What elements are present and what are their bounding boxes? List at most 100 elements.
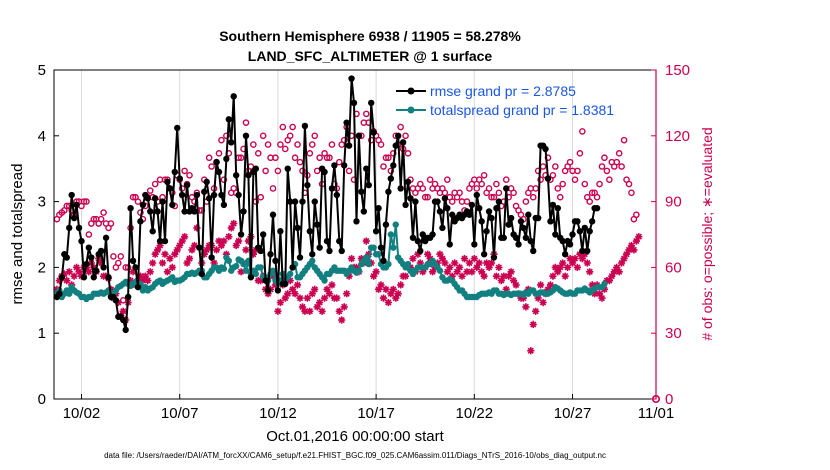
rmse-point [201,188,208,195]
rmse-point [264,287,272,294]
obs-possible-point [552,163,559,170]
obs-evaluated-point [394,290,402,298]
obs-possible-point [424,193,431,201]
rmse-point [520,224,527,232]
obs-evaluated-point [382,285,390,293]
obs-evaluated-point [345,272,353,280]
rmse-point [269,211,277,218]
obs-evaluated-point [595,290,604,298]
rmse-point [183,181,191,189]
obs-evaluated-point [372,268,380,276]
rmse-point [105,274,112,281]
rmse-point [259,231,267,238]
obs-evaluated-point [561,272,569,280]
obs-evaluated-point [90,263,98,271]
chart-title-line2: LAND_SFC_ALTIMETER @ 1 surface [248,48,493,64]
rmse-point [542,145,549,153]
obs-evaluated-point [600,285,608,293]
obs-possible-point [146,187,154,194]
rmse-point [407,195,414,202]
obs-possible-point [554,185,562,192]
x-tick-label: 10/07 [161,405,199,422]
obs-evaluated-point [73,263,81,271]
rmse-point [473,191,480,199]
rmse-point [363,165,370,172]
rmse-point [500,234,507,241]
rmse-point [429,231,436,238]
rmse-point [495,198,503,205]
rmse-point [127,204,134,212]
obs-possible-point [286,132,294,140]
obs-possible-point [490,193,498,201]
rmse-point [584,247,591,255]
obs-evaluated-point [289,285,297,293]
obs-evaluated-point [362,237,370,245]
rmse-point [527,237,534,245]
obs-evaluated-point [507,268,515,276]
obs-evaluated-point [544,285,552,293]
x-tick-label: 10/17 [357,405,395,422]
obs-evaluated-point [242,246,250,254]
obs-evaluated-point [502,285,510,293]
rmse-point [316,244,323,251]
obs-evaluated-point [144,277,152,285]
obs-possible-point [181,167,188,175]
obs-evaluated-point [615,268,623,276]
obs-evaluated-point [166,255,174,263]
obs-evaluated-point [173,246,181,254]
obs-evaluated-point [546,281,554,289]
rmse-point [225,116,233,123]
rmse-point [262,277,269,284]
obs-evaluated-point [468,268,476,276]
rmse-point [112,297,120,304]
obs-evaluated-point [154,246,162,254]
obs-evaluated-point [608,272,616,280]
rmse-point [338,247,345,255]
obs-possible-point [380,163,387,170]
totalspread-point [225,257,233,265]
obs-evaluated-point [473,263,481,271]
rmse-point [171,168,178,176]
rmse-point [395,132,402,139]
rmse-point [399,139,407,146]
plot-series [53,75,660,403]
rmse-point [552,231,559,238]
rmse-point [169,201,176,209]
totalspread-point [387,231,395,238]
obs-evaluated-point [136,272,144,280]
legend-rmse-marker [407,87,415,95]
rmse-point [350,99,358,107]
rmse-point [436,208,444,215]
obs-evaluated-point [441,259,449,267]
obs-evaluated-point [222,250,230,258]
obs-evaluated-point [632,237,640,245]
rmse-point [588,218,596,225]
rmse-point [311,198,318,205]
totalspread-point [220,265,228,272]
rmse-point [478,218,485,225]
obs-evaluated-point [487,259,496,267]
rmse-point [525,211,532,218]
legend-spread-marker [407,106,415,114]
obs-evaluated-point [281,294,289,302]
obs-possible-point [340,136,348,144]
obs-evaluated-point [171,250,179,258]
obs-possible-point [588,189,596,197]
obs-evaluated-point [338,316,346,324]
rmse-point [503,185,510,192]
rmse-point [129,257,137,265]
obs-possible-point [549,171,557,179]
obs-evaluated-point [352,263,361,271]
obs-possible-point [556,193,564,201]
rmse-point [466,211,473,218]
obs-evaluated-point [328,281,336,289]
obs-possible-point [601,154,608,162]
rmse-point [576,228,584,235]
obs-evaluated-point [348,255,356,263]
rmse-point [336,237,343,245]
obs-evaluated-point [505,272,513,280]
obs-evaluated-point [264,290,272,298]
obs-evaluated-point [564,263,572,271]
obs-evaluated-point [622,250,631,258]
